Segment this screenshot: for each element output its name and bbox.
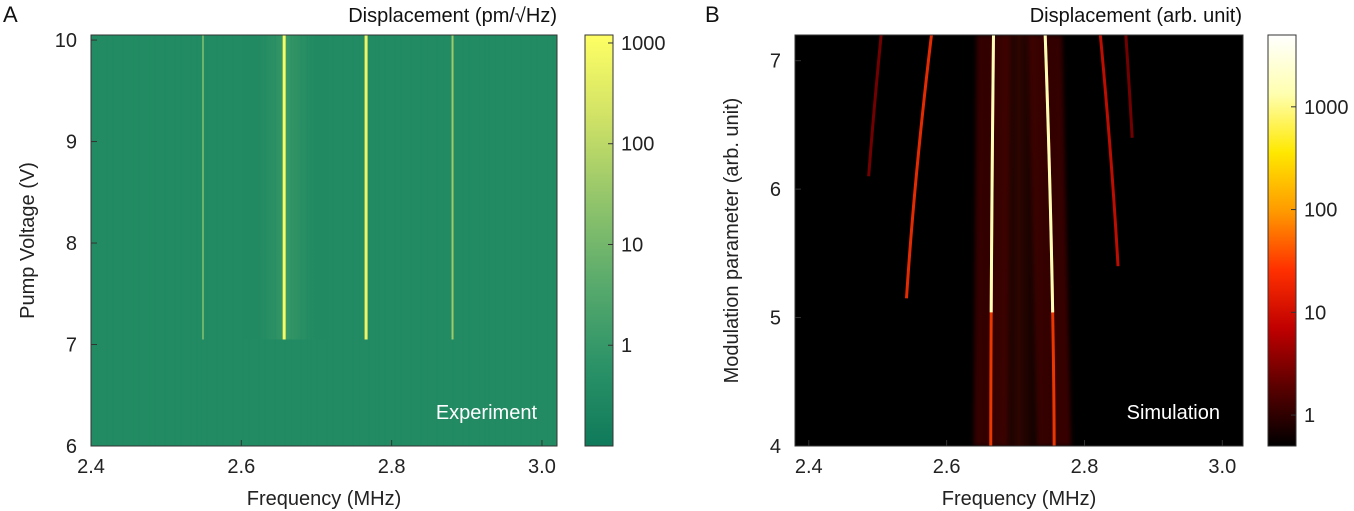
y-axis-label-a: Pump Voltage (V) — [17, 162, 39, 319]
colorbar-b — [1267, 34, 1297, 447]
x-axis-label-a: Frequency (MHz) — [247, 488, 401, 510]
plot-frame-a — [90, 34, 558, 447]
heatmap-a-lines — [201, 35, 454, 340]
y-tick-label: 6 — [66, 436, 77, 458]
colorbar-tick-label: 10 — [1304, 302, 1326, 324]
annotation-simulation: Simulation — [1127, 402, 1220, 424]
x-ticks-a: 2.4 2.6 2.8 3.0 — [77, 440, 556, 478]
y-tick-label: 8 — [66, 233, 77, 255]
heatmap-a-bands — [91, 35, 554, 446]
simulated-branch-bright — [1043, 35, 1055, 313]
y-tick-label: 10 — [55, 30, 77, 52]
x-axis-label-b: Frequency (MHz) — [942, 488, 1096, 510]
heatmap-b-lines — [867, 35, 1134, 446]
y-tick-label: 9 — [66, 132, 77, 154]
colorbar-tick-label: 10 — [621, 234, 643, 256]
x-tick-label: 3.0 — [1208, 456, 1236, 478]
y-tick-label: 7 — [770, 51, 781, 73]
y-tick-label: 6 — [770, 179, 781, 201]
y-axis-label-b: Modulation parameter (arb. unit) — [721, 98, 743, 384]
response-band — [241, 35, 332, 340]
x-tick-label: 3.0 — [528, 456, 556, 478]
colorbar-tick-label: 1 — [1304, 405, 1315, 427]
x-tick-label: 2.6 — [933, 456, 961, 478]
panel-a: A 2.4 2.6 2.8 3.0 6 7 8 9 10 Frequency (MHz) Pu… — [3, 2, 666, 510]
x-tick-label: 2.4 — [795, 456, 823, 478]
colorbar-ticks-a: 1 10 100 1000 — [608, 33, 666, 357]
colorbar-tick-label: 100 — [1304, 200, 1337, 222]
colorbar-tick-label: 1 — [621, 335, 632, 357]
simulated-branch — [904, 35, 933, 299]
x-tick-label: 2.8 — [1071, 456, 1099, 478]
colorbar-ticks-b: 1 10 100 1000 — [1291, 97, 1349, 427]
heatmap-b-bands — [973, 35, 1072, 446]
colorbar-title-a: Displacement (pm/√Hz) — [348, 5, 557, 27]
annotation-experiment: Experiment — [436, 402, 538, 424]
colorbar-tick-label: 1000 — [1304, 97, 1349, 119]
y-tick-label: 7 — [66, 335, 77, 357]
colorbar-tick-label: 100 — [621, 134, 654, 156]
x-ticks-b: 2.4 2.6 2.8 3.0 — [795, 440, 1236, 478]
colorbar-tick-label: 1000 — [621, 33, 666, 55]
y-tick-label: 4 — [770, 436, 781, 458]
plot-frame-b — [794, 34, 1244, 447]
y-ticks-b: 4 5 6 7 — [770, 51, 801, 458]
colorbar-a — [584, 34, 614, 447]
simulated-branch — [867, 35, 883, 177]
simulated-branch-bright — [989, 35, 995, 313]
x-tick-label: 2.4 — [77, 456, 105, 478]
x-tick-label: 2.6 — [227, 456, 255, 478]
y-ticks-a: 6 7 8 9 10 — [55, 30, 97, 458]
simulated-branch — [1098, 35, 1120, 267]
panel-label-a: A — [3, 2, 18, 27]
panel-label-b: B — [705, 2, 720, 27]
colorbar-title-b: Displacement (arb. unit) — [1030, 5, 1242, 27]
y-tick-label: 5 — [770, 308, 781, 330]
x-tick-label: 2.8 — [378, 456, 406, 478]
panel-b: B 2.4 2.6 2.8 3.0 4 5 6 7 Frequency (MHz) Modu… — [705, 2, 1349, 510]
simulated-branch — [1124, 35, 1134, 138]
